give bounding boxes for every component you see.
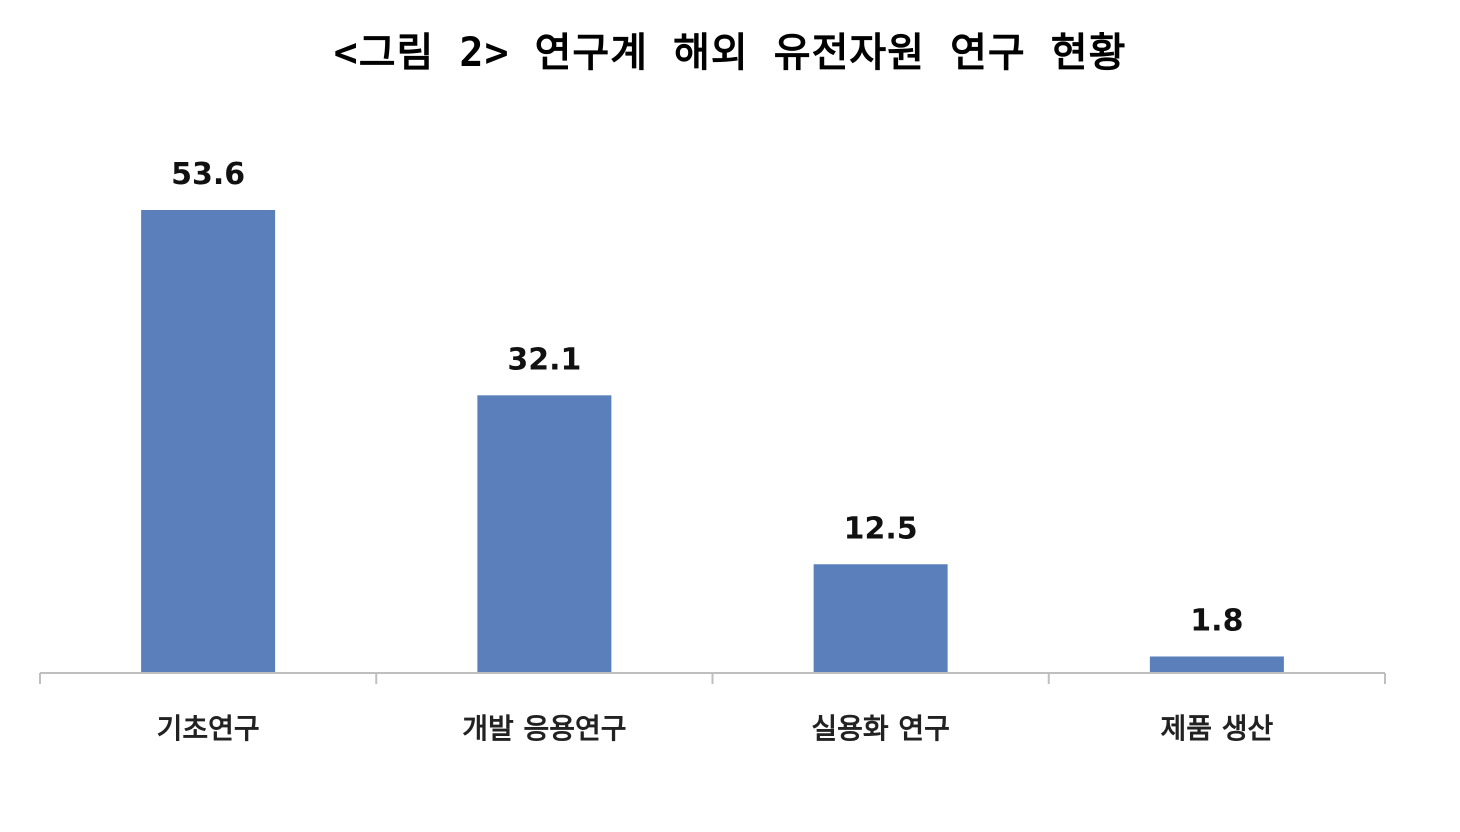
- category-label: 기초연구: [157, 712, 260, 745]
- bar: [1149, 656, 1284, 672]
- category-label: 제품 생산: [1160, 712, 1273, 745]
- bar: [141, 210, 276, 672]
- labels-layer: 53.6 기초연구 32.1 개발 응용연구 12.5 실용화 연구 1.8 제품 생산: [157, 157, 1274, 745]
- data-label: 1.8: [1190, 603, 1243, 638]
- bar: [477, 395, 612, 672]
- bars-layer: [141, 210, 1284, 672]
- data-label: 32.1: [507, 342, 581, 377]
- chart-title: <그림 2> 연구계 해외 유전자원 연구 현황: [333, 30, 1127, 76]
- category-label: 실용화 연구: [811, 712, 950, 745]
- x-axis: [39, 672, 1386, 684]
- data-label: 53.6: [171, 157, 245, 192]
- bar: [813, 564, 948, 672]
- data-label: 12.5: [844, 511, 918, 546]
- category-label: 개발 응용연구: [462, 712, 626, 745]
